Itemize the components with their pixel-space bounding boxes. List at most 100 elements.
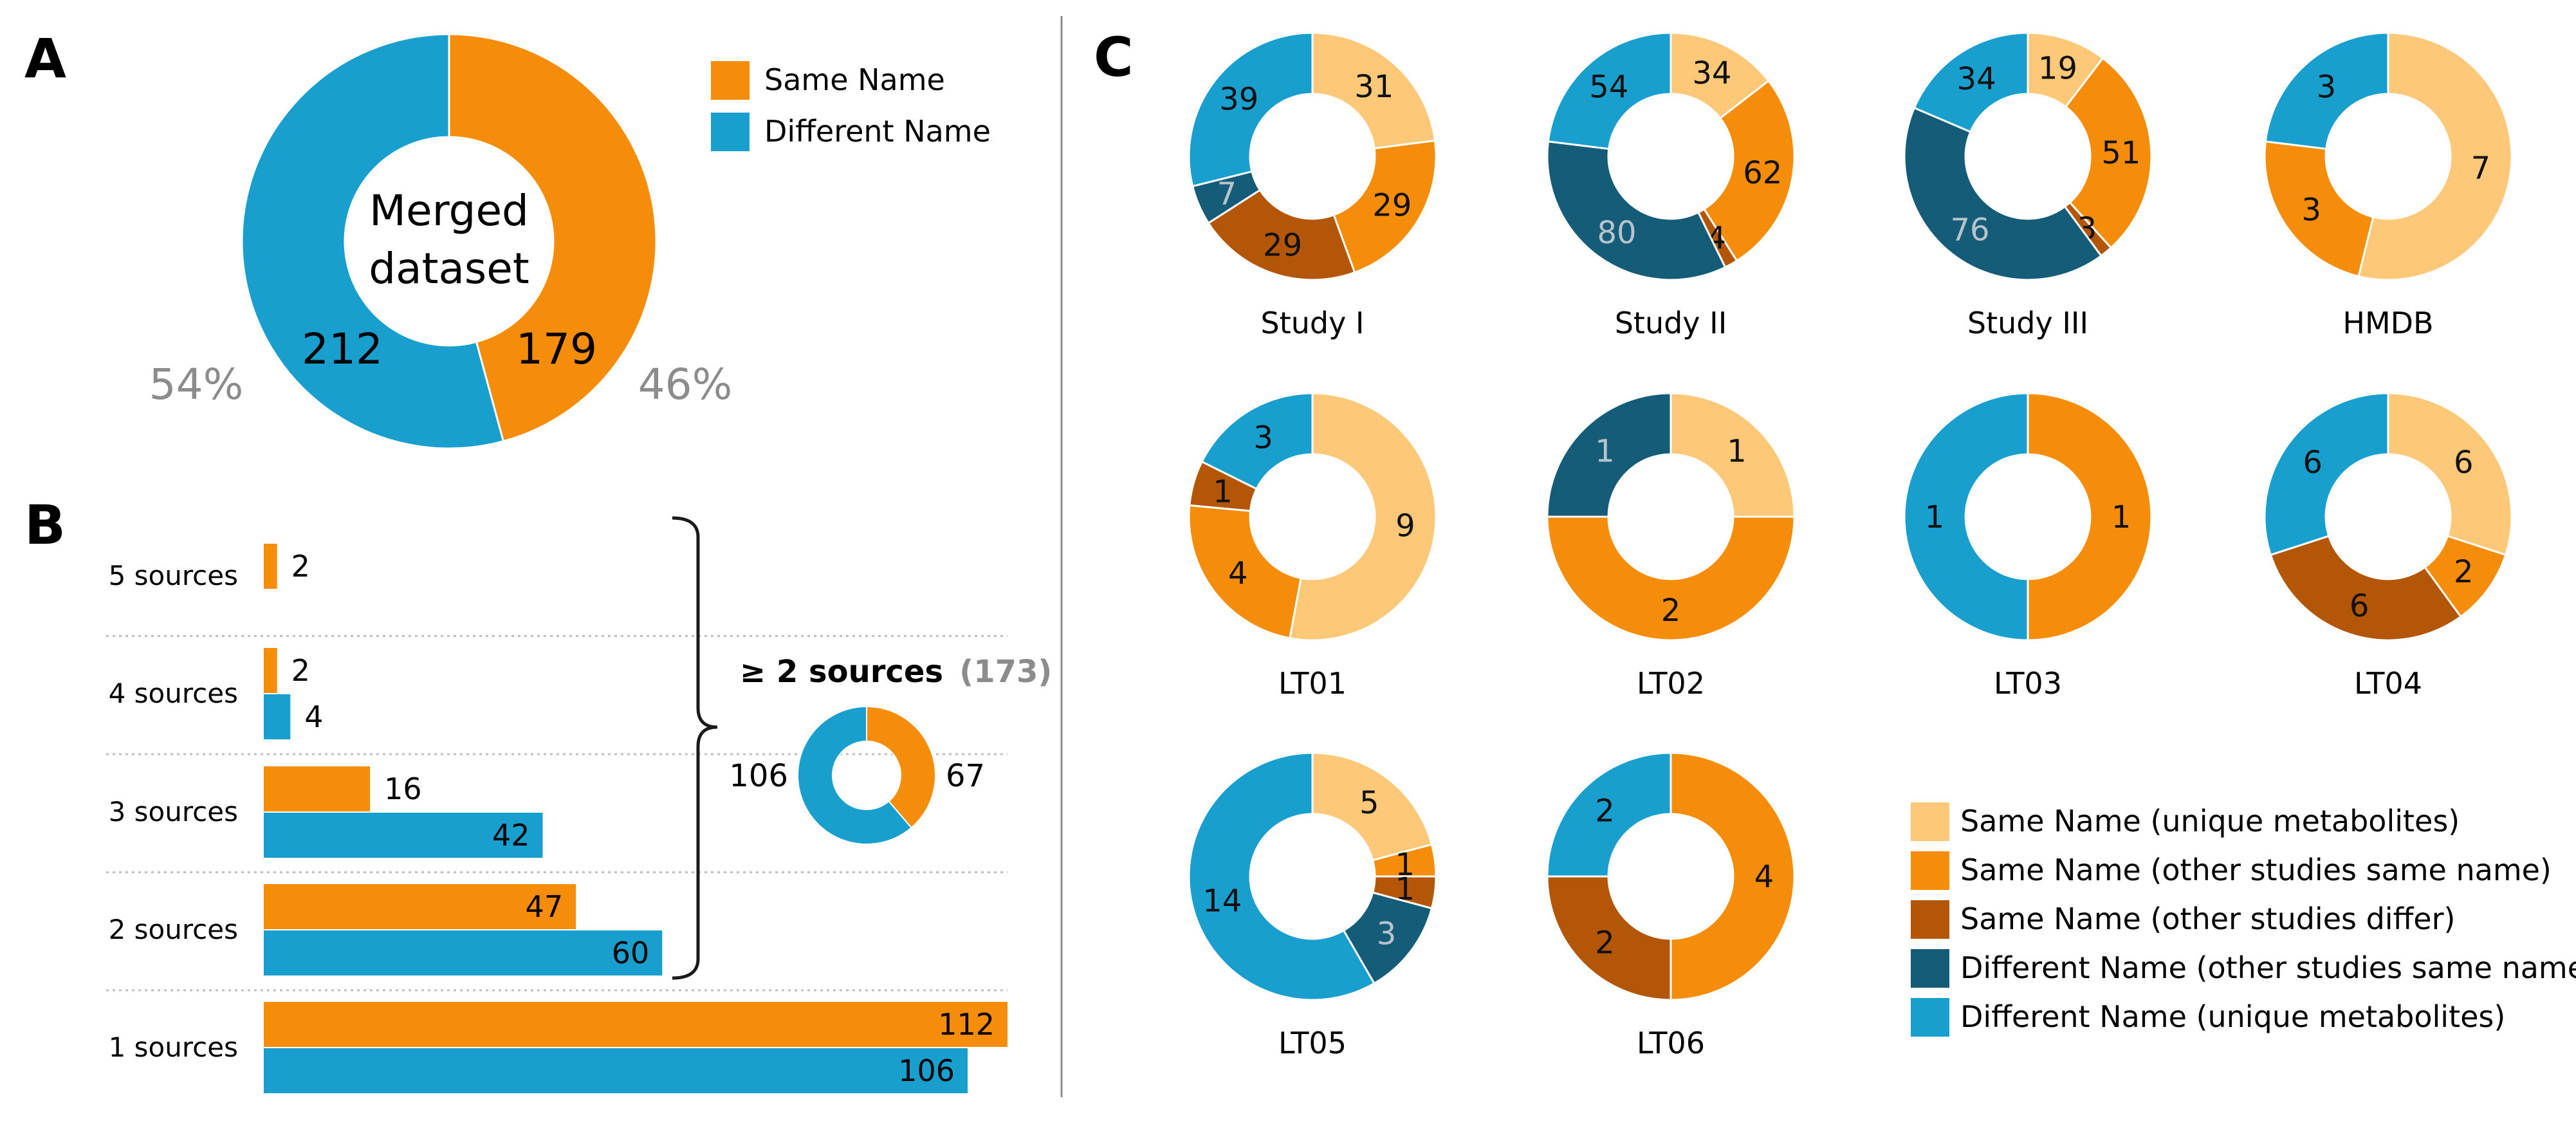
slice-study-ii-diff-same [1546, 140, 1727, 281]
slice-label-lt02-same-unique: 1 [1727, 433, 1747, 469]
donut-title-lt06: LT06 [1637, 1026, 1705, 1060]
legend-c-label-diff-unique: Different Name (unique metabolites) [1960, 999, 2505, 1034]
slice-study-iii-diff-unique [1913, 32, 2029, 133]
slice-study-iii-diff-same [1903, 106, 2103, 281]
slice-lt02-diff-same [1546, 392, 1672, 518]
slice-label-study-iii-same-unique: 19 [2038, 51, 2077, 87]
panel-label-b: B [24, 494, 66, 557]
bar-different-name-3-sources [264, 813, 543, 858]
merged-slice-same-name [448, 33, 658, 443]
slice-label-lt01-same-differ: 1 [1213, 474, 1233, 510]
slice-label-study-i-same-differ: 29 [1263, 227, 1302, 263]
summary-slice-different-name [797, 705, 913, 845]
bar-different-name-4-sources [264, 694, 291, 739]
summary-different-value: 106 [729, 758, 788, 794]
bar-value-different-name-4-sources: 4 [304, 699, 323, 734]
summary-same-value: 67 [946, 758, 985, 794]
legend-c-label-same-same: Same Name (other studies same name) [1960, 853, 2552, 887]
bar-different-name-1-sources [264, 1048, 968, 1093]
slice-label-lt06-same-same: 4 [1754, 859, 1774, 895]
slice-label-study-ii-same-same: 62 [1743, 155, 1782, 191]
donut-hmdb: 7 3 3 HMDB [2263, 32, 2513, 340]
slice-study-i-same-unique [1311, 32, 1437, 150]
slice-lt02-same-same [1546, 515, 1796, 642]
legend-a-label-same: Same Name [764, 62, 945, 97]
legend-c-label-diff-same: Different Name (other studies same name) [1960, 950, 2576, 985]
slice-label-lt01-diff-unique: 3 [1253, 420, 1273, 456]
slice-hmdb-same-same [2263, 140, 2375, 278]
slice-label-study-iii-diff-same: 76 [1950, 212, 1989, 248]
donut-lt02: 1 2 1 LT02 [1546, 392, 1796, 701]
slice-lt06-diff-unique [1546, 752, 1672, 878]
bar-value-same-name-2-sources: 47 [526, 889, 564, 924]
slice-lt04-same-differ [2269, 535, 2462, 642]
slice-label-hmdb-diff-unique: 3 [2317, 69, 2337, 105]
legend-a-label-different: Different Name [764, 114, 991, 149]
slice-label-study-ii-diff-same: 80 [1597, 215, 1636, 251]
donut-title-study-i: Study I [1261, 306, 1365, 340]
donut-lt01: 9 4 13 LT01 [1188, 392, 1437, 701]
legend-c-swatch-diff-unique [1911, 998, 1949, 1037]
same-name-value: 179 [516, 324, 597, 374]
slice-lt06-same-differ [1546, 875, 1672, 1001]
donut-study-i: 31 29 29 7 39 Study I [1188, 32, 1437, 340]
legend-c-swatch-same-unique [1911, 802, 1949, 841]
slice-study-i-same-same [1332, 139, 1437, 274]
donut-title-hmdb: HMDB [2342, 306, 2433, 340]
bar-value-same-name-3-sources: 16 [384, 772, 422, 806]
summary-donut [797, 705, 936, 845]
legend-c-swatch-same-same [1911, 851, 1949, 890]
slice-label-lt05-diff-same: 3 [1377, 916, 1397, 952]
slice-label-study-iii-diff-unique: 34 [1957, 61, 1996, 97]
donut-title-study-ii: Study II [1615, 306, 1727, 340]
category-label-1-sources: 1 sources [109, 1031, 238, 1063]
merged-slice-different-name [241, 33, 505, 450]
bar-same-name-1-sources [264, 1002, 1007, 1047]
slice-label-lt06-diff-unique: 2 [1595, 793, 1615, 829]
merged-donut [241, 33, 658, 450]
slice-label-lt04-diff-unique: 6 [2303, 445, 2323, 481]
slice-label-lt02-diff-same: 1 [1595, 433, 1615, 469]
panel-label-c: C [1094, 26, 1134, 89]
slice-label-study-i-diff-same: 7 [1217, 176, 1237, 212]
donut-title-lt02: LT02 [1637, 666, 1705, 701]
different-name-percent: 54% [149, 360, 244, 409]
slice-lt01-same-same [1188, 504, 1302, 640]
merged-center-label-line1: Merged [369, 186, 529, 236]
bar-value-different-name-3-sources: 42 [492, 818, 530, 853]
bar-same-name-5-sources [264, 544, 277, 589]
slice-hmdb-diff-unique [2264, 32, 2389, 150]
slice-lt01-same-unique [1288, 392, 1437, 642]
legend-a-swatch-different [711, 113, 750, 151]
category-legend: Same Name (unique metabolites) Same Name… [1911, 802, 2576, 1037]
slice-label-study-i-same-same: 29 [1372, 187, 1412, 223]
bar-value-same-name-1-sources: 112 [938, 1007, 995, 1042]
summary-brace [672, 516, 718, 980]
bar-value-different-name-1-sources: 106 [898, 1053, 955, 1088]
slice-study-ii-diff-unique [1547, 32, 1672, 150]
legend-c-label-same-differ: Same Name (other studies differ) [1960, 901, 2455, 936]
same-name-percent: 46% [638, 360, 733, 409]
bar-value-different-name-2-sources: 60 [612, 936, 650, 970]
donut-title-lt03: LT03 [1994, 666, 2062, 701]
slice-lt03-same-same [2027, 392, 2153, 642]
legend-c-swatch-diff-same [1911, 949, 1949, 988]
slice-label-hmdb-same-unique: 7 [2471, 150, 2491, 186]
slice-label-lt05-diff-unique: 14 [1202, 883, 1242, 920]
panel-a: Merged dataset 179 212 46% 54% Same Name… [149, 33, 991, 450]
slice-lt04-same-unique [2387, 392, 2513, 557]
slice-label-study-ii-same-unique: 34 [1692, 55, 1731, 91]
slice-label-study-i-same-unique: 31 [1354, 69, 1394, 105]
donut-lt04: 6 2 6 6 LT04 [2263, 392, 2513, 701]
slice-label-lt04-same-same: 2 [2454, 554, 2474, 590]
donut-title-lt04: LT04 [2354, 666, 2422, 701]
slice-lt03-diff-unique [1903, 392, 2029, 642]
summary-label-text: ≥ 2 sources [740, 654, 943, 690]
donut-title-lt05: LT05 [1278, 1026, 1347, 1060]
category-label-5-sources: 5 sources [109, 560, 238, 591]
donut-title-study-iii: Study III [1967, 306, 2088, 340]
